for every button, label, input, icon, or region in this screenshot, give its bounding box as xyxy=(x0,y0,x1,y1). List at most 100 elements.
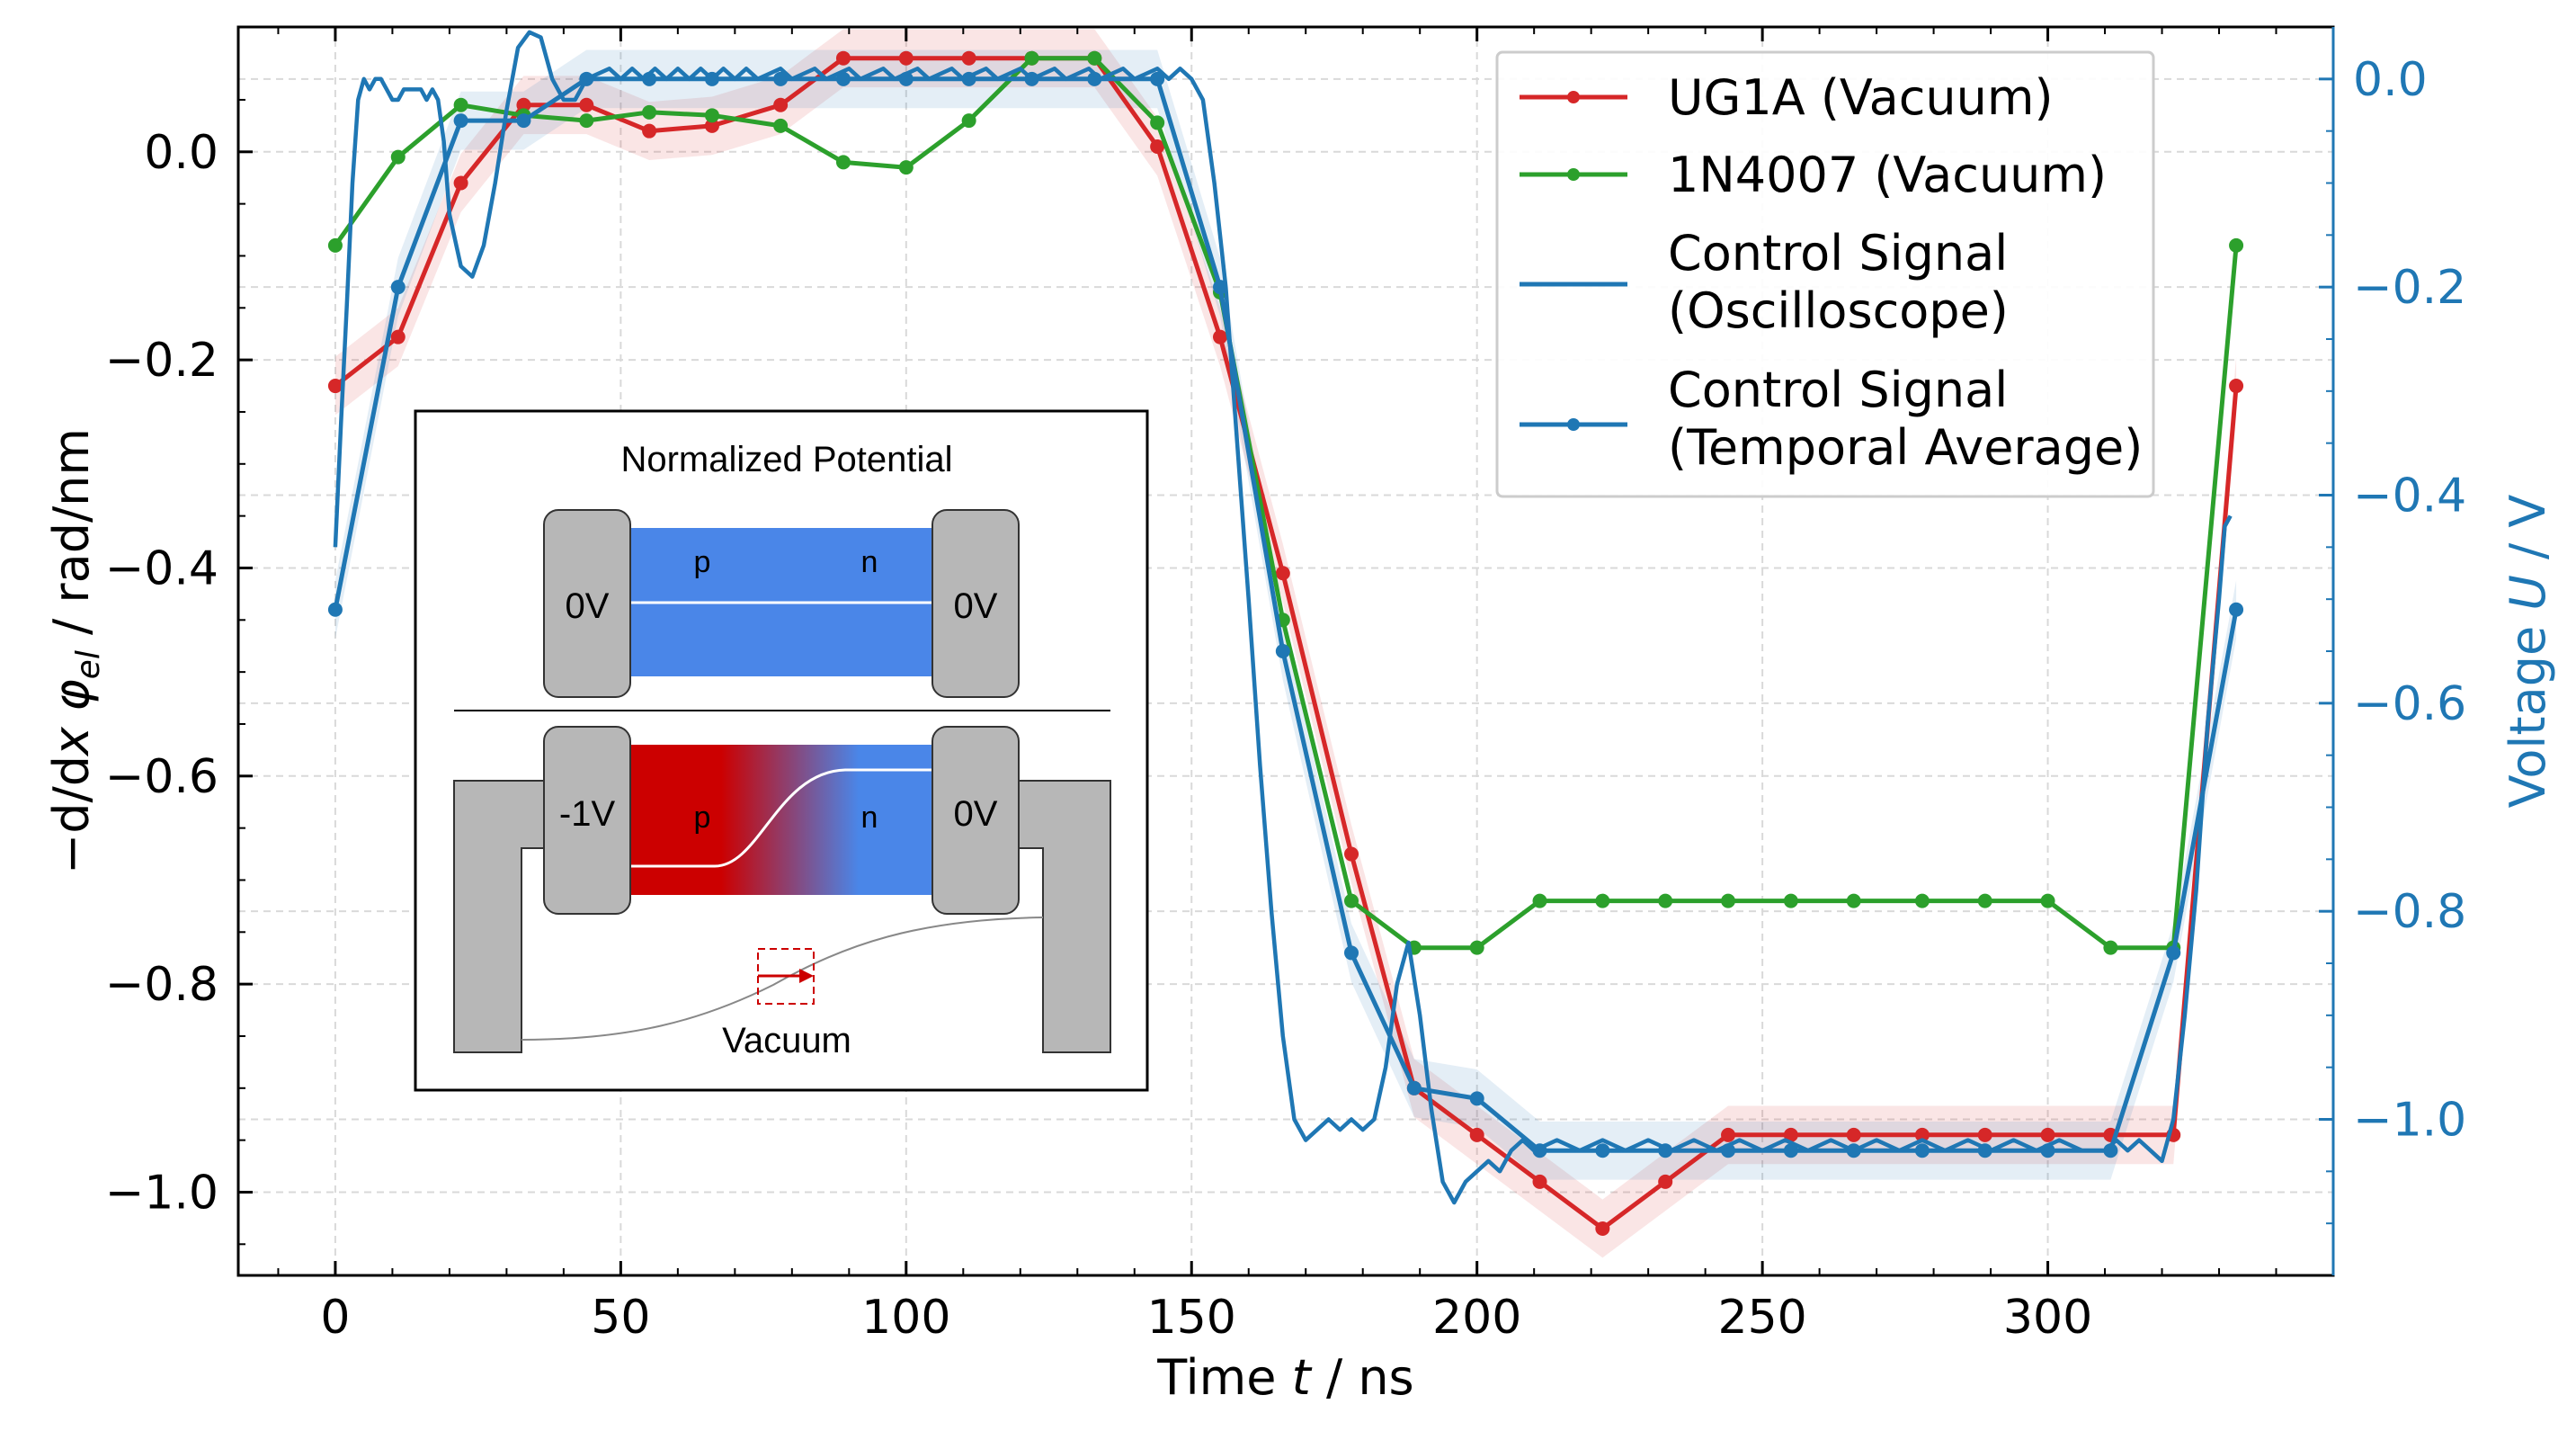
point-ug1a-vacuum-6 xyxy=(704,118,719,133)
point-ug1a-vacuum-3 xyxy=(516,97,531,112)
point-ug1a-vacuum-9 xyxy=(898,50,914,66)
x-tick-label-0: 0 xyxy=(320,1291,350,1345)
y-axis-left-title: −d/dx φel / rad/nm xyxy=(43,428,107,874)
top-right-terminal-label: 0V xyxy=(954,586,998,626)
x-axis-title: Time t / ns xyxy=(1156,1349,1413,1406)
point-control-signal-temporal-average-1 xyxy=(390,280,406,295)
top-left-terminal-label: 0V xyxy=(566,586,610,626)
point-ug1a-vacuum-4 xyxy=(579,97,594,112)
legend-box xyxy=(1495,50,2155,498)
y-right-tick-label-3: −0.6 xyxy=(2353,677,2466,731)
bottom-right-terminal-label: 0V xyxy=(954,794,998,834)
point-1n4007-vacuum-21 xyxy=(1658,893,1673,908)
bottom-left-electrode xyxy=(543,726,631,915)
legend-label-temporal-average-1: Control Signal xyxy=(1668,362,2008,418)
y-left-tick-label-0: 0.0 xyxy=(144,126,218,180)
point-control-signal-temporal-average-7 xyxy=(773,71,789,86)
top-left-electrode xyxy=(543,509,631,698)
vacuum-potential-curve xyxy=(521,917,1044,1041)
point-1n4007-vacuum-25 xyxy=(1914,893,1930,908)
bottom-p-label: p xyxy=(694,800,711,835)
point-ug1a-vacuum-27 xyxy=(2040,1127,2055,1142)
y-axis-right-title: Voltage U / V xyxy=(2500,495,2556,809)
point-1n4007-vacuum-9 xyxy=(898,160,914,175)
point-control-signal-temporal-average-17 xyxy=(1406,1080,1422,1096)
y-right-tick-label-1: −0.2 xyxy=(2353,261,2466,315)
point-ug1a-vacuum-13 xyxy=(1150,139,1165,155)
y-left-tick-label-2: −0.4 xyxy=(105,541,218,595)
vacuum-label: Vacuum xyxy=(722,1021,851,1060)
point-control-signal-temporal-average-15 xyxy=(1275,644,1290,658)
series-line-control-signal-oscilloscope xyxy=(333,30,2233,1205)
point-1n4007-vacuum-2 xyxy=(453,97,468,112)
point-ug1a-vacuum-21 xyxy=(1658,1174,1673,1189)
point-control-signal-temporal-average-8 xyxy=(835,71,851,86)
point-ug1a-vacuum-1 xyxy=(390,329,406,344)
point-1n4007-vacuum-7 xyxy=(773,118,789,133)
point-ug1a-vacuum-14 xyxy=(1212,329,1227,344)
point-control-signal-temporal-average-25 xyxy=(1914,1143,1930,1158)
point-1n4007-vacuum-1 xyxy=(390,149,406,165)
point-ug1a-vacuum-15 xyxy=(1275,566,1290,581)
x-tick-label-1: 50 xyxy=(591,1291,650,1345)
point-control-signal-temporal-average-23 xyxy=(1783,1143,1798,1158)
point-ug1a-vacuum-22 xyxy=(1721,1127,1736,1142)
point-1n4007-vacuum-20 xyxy=(1595,893,1610,908)
point-control-signal-temporal-average-2 xyxy=(453,113,468,129)
inset-title: Normalized Potential xyxy=(620,440,952,479)
legend-marker-ug1a xyxy=(1567,91,1580,103)
point-ug1a-vacuum-19 xyxy=(1532,1174,1547,1189)
x-tick-label-2: 100 xyxy=(861,1291,950,1345)
point-control-signal-temporal-average-3 xyxy=(516,113,531,129)
point-1n4007-vacuum-11 xyxy=(1024,50,1039,66)
point-ug1a-vacuum-0 xyxy=(327,379,343,394)
y-left-tick-label-5: −1.0 xyxy=(105,1166,218,1220)
point-1n4007-vacuum-23 xyxy=(1783,893,1798,908)
point-ug1a-vacuum-7 xyxy=(773,97,789,112)
bottom-right-electrode xyxy=(931,726,1020,915)
point-ug1a-vacuum-23 xyxy=(1783,1127,1798,1142)
legend-label-oscilloscope-1: Control Signal xyxy=(1668,225,2008,282)
point-control-signal-temporal-average-0 xyxy=(327,602,343,617)
y-left-tick-label-4: −0.8 xyxy=(105,958,218,1012)
point-1n4007-vacuum-27 xyxy=(2040,893,2055,908)
legend-marker-1n4007 xyxy=(1567,168,1580,181)
point-ug1a-vacuum-24 xyxy=(1846,1127,1861,1142)
bottom-n-label: n xyxy=(861,800,878,835)
top-right-electrode xyxy=(931,509,1020,698)
point-1n4007-vacuum-6 xyxy=(704,108,719,123)
point-1n4007-vacuum-4 xyxy=(579,113,594,129)
legend: UG1A (Vacuum) 1N4007 (Vacuum) Control Si… xyxy=(1495,50,2155,498)
y-right-tick-label-4: −0.8 xyxy=(2353,885,2466,939)
point-1n4007-vacuum-18 xyxy=(1469,940,1484,955)
point-ug1a-vacuum-25 xyxy=(1914,1127,1930,1142)
inset-diagram: Normalized Potential 0V 0V p n -1V 0V p … xyxy=(414,409,1149,1092)
point-ug1a-vacuum-30 xyxy=(2229,379,2244,394)
axis-ticks: 0 50 100 150 200 250 300 0.0 −0.2 −0.4 −0.6 −0.8 −1.… xyxy=(105,27,2466,1345)
point-control-signal-temporal-average-18 xyxy=(1469,1091,1484,1106)
y-left-tick-label-3: −0.6 xyxy=(105,750,218,804)
point-control-signal-temporal-average-16 xyxy=(1344,945,1359,961)
point-control-signal-temporal-average-29 xyxy=(2166,945,2181,961)
x-tick-label-5: 250 xyxy=(1717,1291,1806,1345)
point-1n4007-vacuum-30 xyxy=(2229,237,2244,253)
point-1n4007-vacuum-16 xyxy=(1344,893,1359,908)
y-right-tick-label-0: 0.0 xyxy=(2353,53,2428,107)
x-tick-label-4: 200 xyxy=(1432,1291,1521,1345)
point-1n4007-vacuum-13 xyxy=(1150,115,1165,130)
point-1n4007-vacuum-10 xyxy=(961,113,976,129)
point-control-signal-temporal-average-20 xyxy=(1595,1143,1610,1158)
point-ug1a-vacuum-20 xyxy=(1595,1221,1610,1236)
legend-label-ug1a: UG1A (Vacuum) xyxy=(1668,69,2054,126)
point-ug1a-vacuum-10 xyxy=(961,50,976,66)
point-ug1a-vacuum-16 xyxy=(1344,846,1359,862)
y-left-tick-label-1: −0.2 xyxy=(105,334,218,388)
top-p-label: p xyxy=(694,545,711,579)
y-right-tick-label-2: −0.4 xyxy=(2353,470,2466,523)
point-ug1a-vacuum-26 xyxy=(1977,1127,1992,1142)
y-right-tick-label-5: −1.0 xyxy=(2353,1094,2466,1148)
x-tick-label-3: 150 xyxy=(1147,1291,1236,1345)
bottom-semiconductor xyxy=(629,745,935,895)
point-1n4007-vacuum-26 xyxy=(1977,893,1992,908)
